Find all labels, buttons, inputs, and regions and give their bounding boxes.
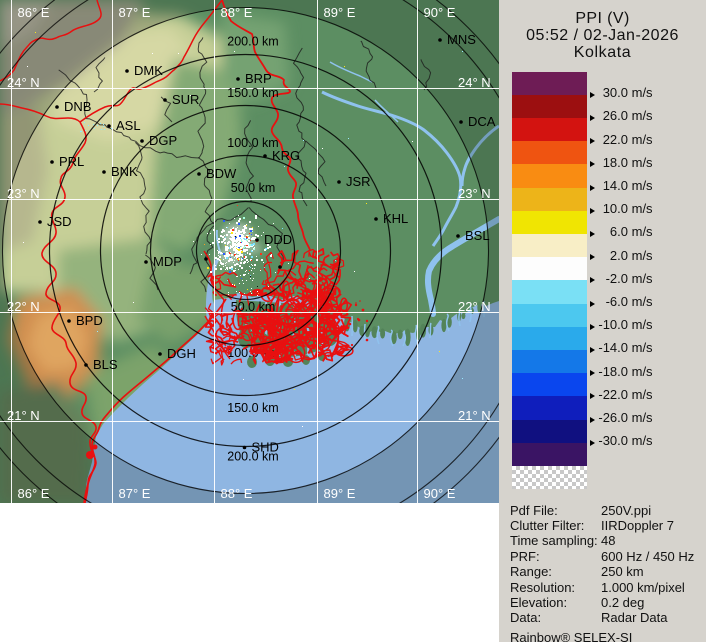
svg-text:200.0 km: 200.0 km [227, 35, 278, 49]
svg-text:150.0 km: 150.0 km [227, 86, 278, 100]
svg-text:89° E: 89° E [324, 5, 356, 20]
svg-text:90° E: 90° E [424, 5, 456, 20]
svg-text:SUR: SUR [172, 92, 199, 107]
svg-text:86° E: 86° E [18, 486, 50, 501]
svg-text:88° E: 88° E [221, 5, 253, 20]
svg-text:DMK: DMK [134, 63, 163, 78]
svg-text:KHL: KHL [383, 211, 408, 226]
svg-text:22° N: 22° N [7, 299, 40, 314]
svg-text:24° N: 24° N [7, 75, 40, 90]
svg-text:JSR: JSR [346, 174, 371, 189]
svg-text:BPD: BPD [76, 313, 103, 328]
svg-text:50.0 km: 50.0 km [231, 300, 275, 314]
svg-text:21° N: 21° N [7, 408, 40, 423]
svg-text:BRP: BRP [245, 71, 272, 86]
svg-text:BSL: BSL [465, 228, 490, 243]
svg-text:100.0 km: 100.0 km [227, 136, 278, 150]
svg-text:21° N: 21° N [458, 408, 491, 423]
svg-text:JSD: JSD [47, 214, 72, 229]
svg-text:BLS: BLS [93, 357, 118, 372]
svg-text:MNS: MNS [447, 32, 476, 47]
svg-text:22° N: 22° N [458, 299, 491, 314]
svg-text:150.0 km: 150.0 km [227, 401, 278, 415]
svg-text:SHD: SHD [252, 440, 279, 455]
svg-text:BNK: BNK [111, 164, 138, 179]
svg-text:87° E: 87° E [119, 486, 151, 501]
svg-text:23° N: 23° N [7, 186, 40, 201]
svg-text:23° N: 23° N [458, 186, 491, 201]
svg-text:90° E: 90° E [424, 486, 456, 501]
svg-text:ASL: ASL [116, 118, 141, 133]
svg-text:KRG: KRG [272, 148, 300, 163]
svg-text:DGP: DGP [149, 133, 177, 148]
svg-text:DDD: DDD [264, 232, 292, 247]
svg-text:50.0 km: 50.0 km [231, 181, 275, 195]
svg-text:BDW: BDW [206, 166, 237, 181]
svg-text:89° E: 89° E [324, 486, 356, 501]
svg-text:DGH: DGH [167, 346, 196, 361]
svg-text:PRL: PRL [59, 154, 84, 169]
svg-text:86° E: 86° E [18, 5, 50, 20]
svg-text:200.0 km: 200.0 km [227, 450, 278, 464]
svg-text:24° N: 24° N [458, 75, 491, 90]
svg-text:88° E: 88° E [221, 486, 253, 501]
svg-text:MDP: MDP [153, 254, 182, 269]
svg-text:DCA: DCA [468, 114, 496, 129]
svg-text:87° E: 87° E [119, 5, 151, 20]
svg-text:DNB: DNB [64, 99, 91, 114]
